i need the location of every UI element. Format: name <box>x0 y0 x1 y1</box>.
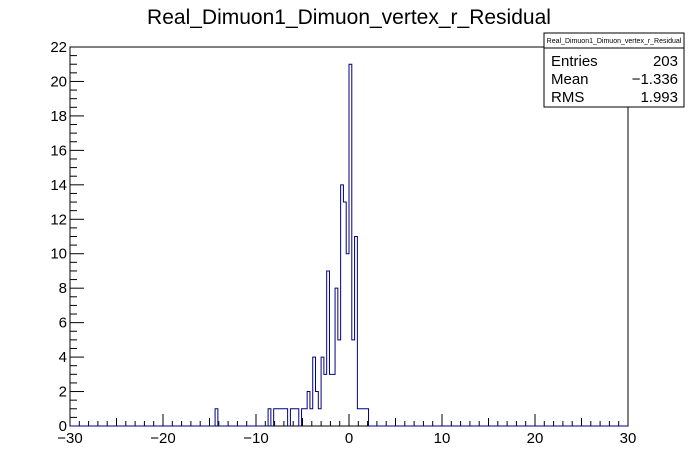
stats-box: Real_Dimuon1_Dimuon_vertex_r_Residual En… <box>543 32 685 108</box>
stats-mean-label: Mean <box>551 71 589 88</box>
stats-mean-value: −1.336 <box>632 71 678 88</box>
y-tick-label: 4 <box>59 349 67 366</box>
histogram-series <box>70 63 628 427</box>
y-tick-label: 2 <box>59 384 67 401</box>
stats-box-frame <box>543 32 685 108</box>
y-tick-label: 16 <box>50 142 67 159</box>
y-tick-label: 10 <box>50 246 67 263</box>
x-tick-label: −20 <box>150 430 175 447</box>
x-tick-label: 10 <box>434 430 451 447</box>
y-tick-label: 6 <box>59 315 67 332</box>
x-tick-label: 20 <box>527 430 544 447</box>
y-axis: 0 2 4 6 8 10 12 14 16 18 20 22 <box>50 39 84 435</box>
y-tick-label: 0 <box>59 418 67 435</box>
y-tick-label: 20 <box>50 73 67 90</box>
y-tick-label: 12 <box>50 211 67 228</box>
stats-entries-label: Entries <box>551 53 598 70</box>
x-tick-label: −30 <box>57 430 82 447</box>
x-tick-label: 30 <box>620 430 637 447</box>
x-axis: −30 −20 −10 0 10 20 30 <box>57 414 636 447</box>
stats-entries-value: 203 <box>653 53 678 70</box>
y-tick-label: 22 <box>50 39 67 56</box>
y-tick-label: 14 <box>50 177 67 194</box>
y-tick-label: 8 <box>59 280 67 297</box>
stats-rms-value: 1.993 <box>640 89 678 106</box>
stats-box-title: Real_Dimuon1_Dimuon_vertex_r_Residual <box>547 38 682 45</box>
chart-title: Real_Dimuon1_Dimuon_vertex_r_Residual <box>147 6 551 29</box>
x-tick-label: −10 <box>243 430 268 447</box>
x-tick-label: 0 <box>345 430 353 447</box>
y-tick-label: 18 <box>50 108 67 125</box>
stats-rms-label: RMS <box>551 89 584 106</box>
